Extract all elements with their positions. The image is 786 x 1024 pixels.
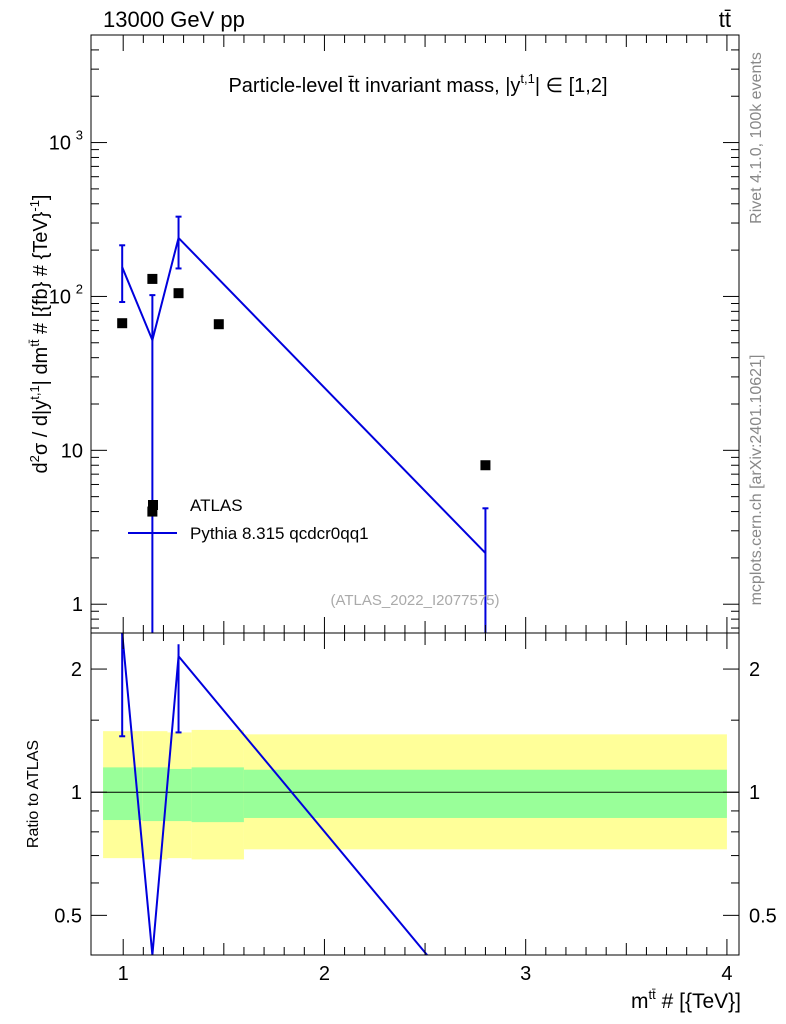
ratio-xtick-label: 3 bbox=[520, 963, 531, 985]
ratio-ytick-label: 1 bbox=[71, 782, 82, 804]
top-ytick-label-exponent: 2 bbox=[76, 281, 83, 296]
ratio-ytick-label: 2 bbox=[71, 659, 82, 681]
top-ytick-label: 10 bbox=[61, 440, 83, 462]
ratio-ytick-label-right: 2 bbox=[749, 659, 760, 681]
ratio-xtick-label: 2 bbox=[319, 963, 330, 985]
ratio-band-inner bbox=[167, 768, 192, 822]
atlas-data-point bbox=[147, 273, 158, 284]
ratio-ytick-label-right: 1 bbox=[749, 782, 760, 804]
bottom-axis-ticks: 0.5 0.5 1 1 2 2 1 2 3 4 bbox=[54, 633, 777, 985]
top-y-axis-label: d2σ / d|yt,1| dmtt̄ # [{fb} # {TeV}-1] bbox=[27, 195, 52, 474]
legend-atlas-marker bbox=[148, 500, 158, 510]
legend-mc-label: Pythia 8.315 qcdcr0qq1 bbox=[190, 524, 369, 543]
watermark-label: (ATLAS_2022_I2077575) bbox=[330, 592, 499, 609]
top-axis-ticks: 1 10 10 2 10 3 bbox=[49, 34, 739, 633]
top-ytick-label: 1 bbox=[72, 594, 83, 616]
ratio-series-line bbox=[121, 632, 428, 956]
process-label: tt̄ bbox=[719, 7, 731, 32]
atlas-data-point bbox=[117, 318, 128, 329]
ratio-ytick-label: 0.5 bbox=[54, 905, 82, 927]
atlas-data-point bbox=[213, 319, 224, 330]
ratio-series bbox=[119, 632, 428, 956]
top-ytick-label-exponent: 3 bbox=[76, 128, 83, 143]
ratio-y-axis-label: Ratio to ATLAS bbox=[25, 740, 42, 848]
ratio-band-inner bbox=[243, 769, 727, 818]
ratio-band-inner bbox=[142, 767, 168, 822]
energy-label: 13000 GeV pp bbox=[103, 7, 245, 32]
x-axis-label: mtt̄ # [{TeV}] bbox=[631, 987, 741, 1013]
ratio-band-inner bbox=[191, 767, 244, 823]
bottom-frame bbox=[90, 632, 740, 956]
top-series bbox=[117, 215, 491, 633]
top-ytick-label: 10 bbox=[49, 286, 71, 308]
ratio-ytick-label-right: 0.5 bbox=[749, 905, 777, 927]
atlas-data-point bbox=[173, 288, 184, 299]
mc-series-line bbox=[121, 235, 487, 554]
top-frame bbox=[90, 34, 740, 634]
source-label: mcplots.cern.ch [arXiv:2401.10621] bbox=[748, 355, 765, 606]
atlas-data-point bbox=[480, 460, 491, 471]
ratio-bands bbox=[91, 729, 739, 860]
chart-title: Particle-level t̄t invariant mass, |yt,1… bbox=[228, 71, 607, 97]
atlas-data-point bbox=[147, 506, 158, 517]
top-ytick-label: 10 bbox=[49, 133, 71, 155]
rivet-label: Rivet 4.1.0, 100k events bbox=[748, 52, 765, 224]
ratio-xtick-label: 4 bbox=[721, 963, 732, 985]
ratio-xtick-label: 1 bbox=[118, 963, 129, 985]
legend-atlas-label: ATLAS bbox=[190, 496, 243, 515]
